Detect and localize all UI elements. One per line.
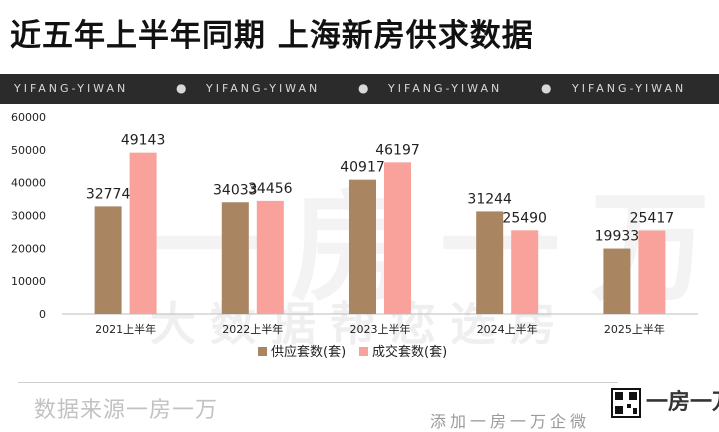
x-tick-label: 2023上半年 xyxy=(350,322,411,336)
x-tick-label: 2025上半年 xyxy=(604,322,665,336)
brand-logo: 一房一万 xyxy=(646,390,719,415)
qr-code-icon[interactable] xyxy=(611,388,641,418)
bar-supply xyxy=(349,179,376,314)
legend-swatch xyxy=(359,347,368,356)
data-source-note: 数据来源一房一万 xyxy=(34,398,219,423)
banner-text: YIFANG-YIWAN xyxy=(388,82,503,95)
bar-supply xyxy=(94,206,122,314)
data-label: 49143 xyxy=(121,133,166,149)
bar-sales xyxy=(511,230,539,314)
x-tick-label: 2024上半年 xyxy=(477,322,538,336)
bar-supply xyxy=(603,248,631,314)
bar-sales xyxy=(129,152,157,314)
footer-divider xyxy=(18,382,618,383)
y-tick-label: 60000 xyxy=(11,111,46,124)
bar-supply xyxy=(221,202,249,314)
bar-sales xyxy=(384,162,411,314)
legend-label: 供应套数(套) xyxy=(271,344,346,360)
data-label: 25417 xyxy=(630,211,675,227)
y-tick-label: 40000 xyxy=(11,177,46,190)
y-tick-label: 10000 xyxy=(11,275,46,288)
y-tick-label: 50000 xyxy=(11,144,46,157)
brand-banner: YIFANG-YIWAN ● YIFANG-YIWAN ● YIFANG-YIW… xyxy=(0,74,719,104)
banner-separator: ● xyxy=(358,81,369,95)
legend-label: 成交套数(套) xyxy=(372,344,447,360)
data-label: 31244 xyxy=(467,191,512,207)
x-tick-label: 2021上半年 xyxy=(95,322,156,336)
banner-separator: ● xyxy=(176,81,187,95)
contact-note: 添加一房一万企微 xyxy=(430,412,591,431)
banner-separator: ● xyxy=(541,81,552,95)
y-tick-label: 0 xyxy=(39,308,46,321)
bar-supply xyxy=(476,211,504,314)
data-label: 46197 xyxy=(375,142,420,158)
y-tick-label: 30000 xyxy=(11,210,46,223)
data-label: 34033 xyxy=(213,182,258,198)
banner-text: YIFANG-YIWAN xyxy=(572,82,687,95)
bar-chart: 0 10000 20000 30000 40000 50000 60000 32774 491… xyxy=(11,111,698,360)
data-label: 32774 xyxy=(86,186,131,202)
x-axis: 2021上半年 2022上半年 2023上半年 2024上半年 2025上半年 xyxy=(95,322,665,336)
bar-sales xyxy=(638,230,666,314)
x-tick-label: 2022上半年 xyxy=(222,322,283,336)
data-label: 19933 xyxy=(595,229,640,245)
banner-text: YIFANG-YIWAN xyxy=(206,82,321,95)
data-label: 34456 xyxy=(248,181,293,197)
bar-sales xyxy=(256,200,284,314)
data-label: 25490 xyxy=(502,210,547,226)
y-tick-label: 20000 xyxy=(11,242,46,255)
legend-swatch xyxy=(258,347,267,356)
page-title: 近五年上半年同期 上海新房供求数据 xyxy=(10,18,534,54)
chart-legend: 供应套数(套) 成交套数(套) xyxy=(258,344,447,360)
y-axis: 0 10000 20000 30000 40000 50000 60000 xyxy=(11,111,698,321)
banner-text: YIFANG-YIWAN xyxy=(14,82,129,95)
data-label: 40917 xyxy=(340,160,385,176)
